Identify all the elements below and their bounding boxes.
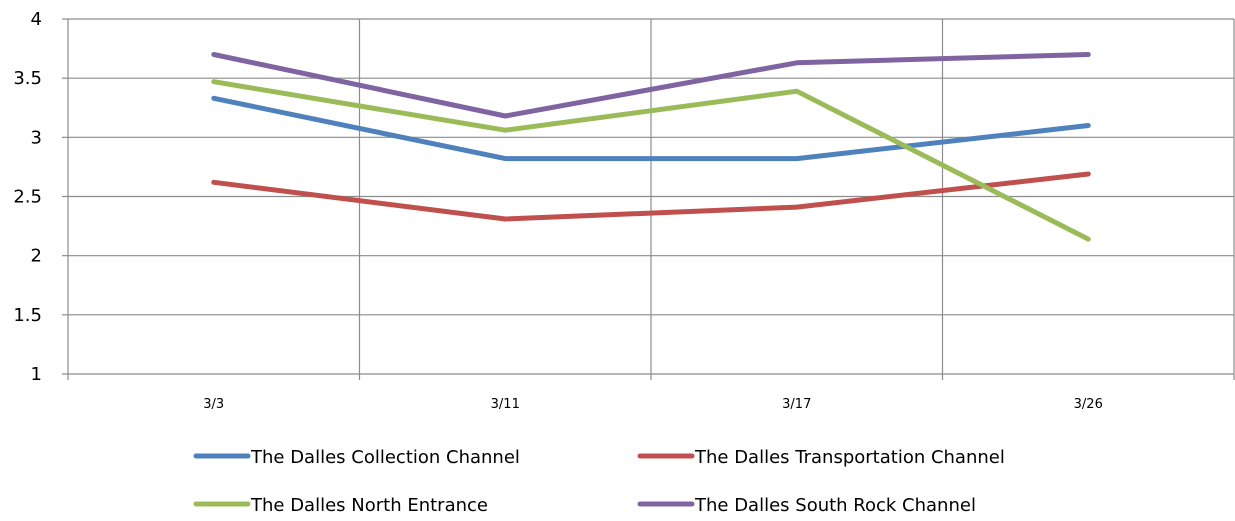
series-line <box>211 79 1091 242</box>
y-tick-label: 3.5 <box>13 68 42 89</box>
grid <box>68 18 1235 374</box>
series-lines <box>211 52 1091 242</box>
y-tick-label: 2.5 <box>13 187 42 208</box>
y-tick-label: 4 <box>31 9 42 30</box>
y-tick-label: 1.5 <box>13 305 42 326</box>
legend-label: The Dalles South Rock Channel <box>694 495 976 516</box>
legend-label: The Dalles North Entrance <box>250 495 488 516</box>
legend-item: The Dalles South Rock Channel <box>637 495 976 516</box>
legend-item: The Dalles Collection Channel <box>193 447 520 468</box>
y-tick-label: 1 <box>31 364 42 385</box>
y-tick-label: 3 <box>31 127 42 148</box>
series-line <box>211 171 1091 222</box>
axes: 1 1.5 2 2.5 3 3.5 4 3/3 3/11 3/17 3/26 <box>13 9 1235 412</box>
x-tick-label: 3/3 <box>203 397 224 412</box>
legend-label: The Dalles Collection Channel <box>250 447 520 468</box>
legend: The Dalles Collection Channel The Dalles … <box>193 447 1005 516</box>
x-tick-label: 3/26 <box>1074 397 1103 412</box>
y-tick-label: 2 <box>31 246 42 267</box>
x-tick-label: 3/11 <box>491 397 520 412</box>
legend-item: The Dalles North Entrance <box>193 495 488 516</box>
series-line <box>211 52 1091 119</box>
x-tick-label: 3/17 <box>782 397 811 412</box>
legend-label: The Dalles Transportation Channel <box>694 447 1005 468</box>
legend-item: The Dalles Transportation Channel <box>637 447 1005 468</box>
series-line <box>211 95 1091 162</box>
